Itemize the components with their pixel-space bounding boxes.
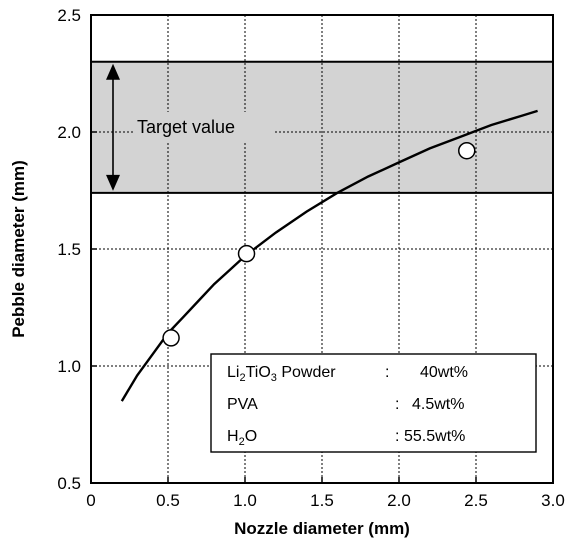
x-tick-label-0: 0 [86, 491, 95, 510]
annotation-background [133, 112, 275, 142]
x-axis-label: Nozzle diameter (mm) [234, 519, 410, 538]
y-tick-label-4: 2.5 [57, 6, 81, 25]
x-tick-label-4: 2.0 [387, 491, 411, 510]
y-tick-label-2: 1.5 [57, 240, 81, 259]
data-point-2 [237, 244, 256, 263]
y-axis-label: Pebble diameter (mm) [9, 160, 28, 338]
legend-box [210, 353, 537, 453]
legend-row-2-value: 4.5wt% [412, 396, 464, 413]
legend-row-3-sep: : [395, 428, 399, 445]
legend-row-1-sep: : [385, 364, 389, 381]
data-point-3 [458, 141, 476, 160]
legend-row-3-name-mid: O [245, 428, 257, 445]
target-arrow-head-bottom [106, 174, 120, 191]
legend-row-1-name-post: Powder [277, 364, 336, 381]
legend-row-1-name-mid: TiO [246, 364, 271, 381]
x-tick-label-3: 1.5 [310, 491, 334, 510]
x-tick-label-6: 3.0 [541, 491, 565, 510]
legend-row-3-value: 55.5wt% [404, 428, 465, 445]
legend-row-3-name-pre: H [227, 428, 239, 445]
legend-row-1-name-pre: Li [227, 364, 239, 381]
legend-row-1-name: Li2TiO3 Powder [227, 364, 336, 384]
x-tick-label-5: 2.5 [464, 491, 488, 510]
legend-row-2-name-pre: PVA [227, 396, 258, 413]
x-tick-label-1: 0.5 [156, 491, 180, 510]
x-tick-label-2: 1.0 [233, 491, 257, 510]
legend-row-1-sub1: 2 [239, 372, 245, 384]
target-value-annotation: Target value [137, 117, 235, 137]
target-arrow-head-top [106, 63, 120, 80]
legend-row-3-name: H2O [227, 428, 257, 448]
y-tick-label-0: 0.5 [57, 474, 81, 493]
y-tick-label-1: 1.0 [57, 357, 81, 376]
legend-row-2-sep: : [395, 396, 399, 413]
legend-row-3-sub1: 2 [239, 436, 245, 448]
y-tick-label-3: 2.0 [57, 123, 81, 142]
legend-row-1-value: 40wt% [420, 364, 468, 381]
legend-row-1-sub2: 3 [271, 372, 277, 384]
legend-row-2-name: PVA [227, 396, 258, 413]
data-point-1 [162, 329, 180, 347]
